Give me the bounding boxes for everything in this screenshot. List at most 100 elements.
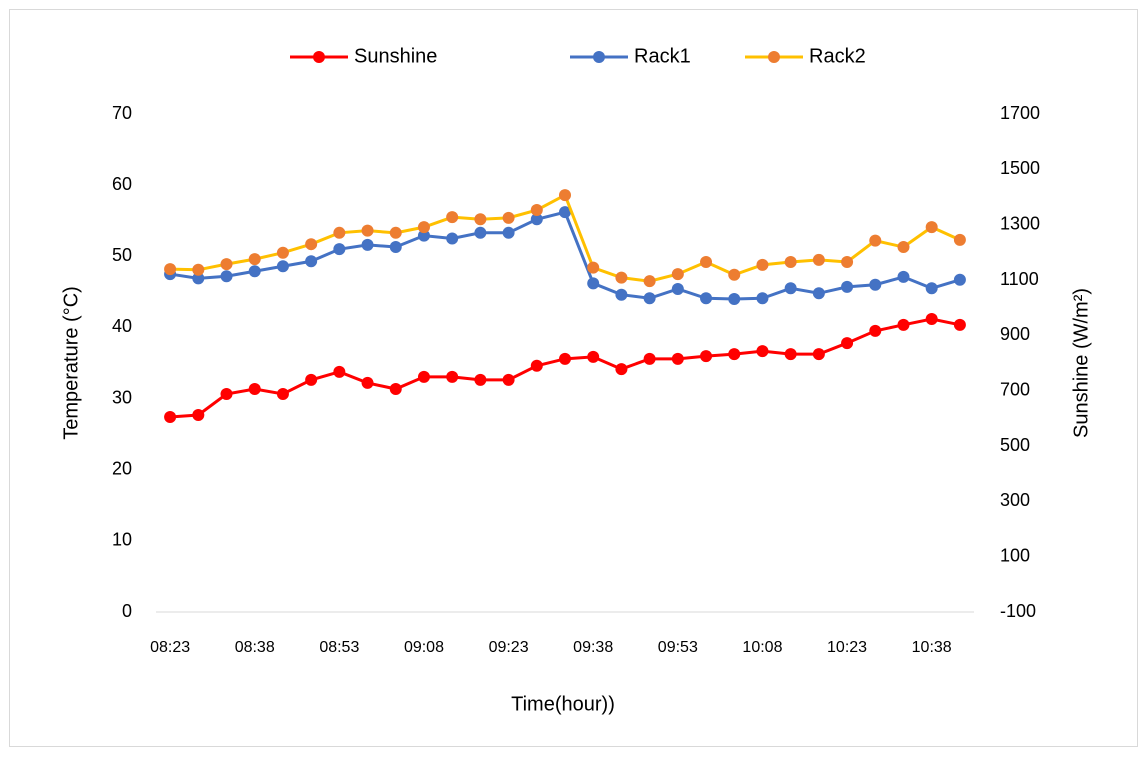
data-point [305, 373, 318, 386]
data-point [530, 213, 543, 226]
data-point [615, 288, 628, 301]
data-point [700, 255, 713, 268]
data-point [559, 206, 571, 219]
data-point [164, 263, 177, 276]
data-point [446, 232, 459, 245]
y2-tick-label: 1100 [1000, 269, 1039, 289]
y2-tick-label: 1300 [1000, 213, 1040, 233]
data-point [361, 224, 374, 237]
data-point [220, 270, 233, 283]
data-point [587, 261, 600, 274]
data-point [502, 211, 515, 224]
y-tick-label: 30 [112, 387, 132, 407]
data-point [502, 226, 515, 239]
data-point [700, 292, 713, 305]
x-tick-label: 10:38 [912, 639, 952, 656]
data-point [333, 365, 346, 378]
data-point [784, 348, 797, 361]
data-point [643, 275, 656, 288]
data-point [220, 258, 233, 271]
data-point [474, 213, 487, 226]
data-point [417, 229, 430, 242]
y2-axis-label: Sunshine (W/m²) [1070, 288, 1092, 438]
data-point [671, 283, 684, 296]
y-tick-label: 20 [112, 458, 132, 478]
data-point [756, 345, 769, 358]
data-point [587, 350, 600, 363]
data-point [276, 246, 289, 259]
data-point [305, 238, 318, 251]
data-point [925, 282, 938, 295]
data-point [389, 383, 402, 396]
y2-tick-label: 700 [1000, 379, 1030, 399]
x-tick-label: 10:23 [827, 639, 867, 656]
y-tick-label: 50 [112, 245, 132, 265]
data-point [812, 287, 825, 300]
data-point [925, 221, 938, 234]
data-point [925, 313, 938, 326]
data-point [897, 241, 910, 254]
y2-tick-label: 500 [1000, 435, 1030, 455]
data-point [474, 226, 487, 239]
y-tick-label: 60 [112, 174, 132, 194]
data-point [615, 363, 628, 376]
x-tick-label: 09:23 [489, 639, 529, 656]
y2-tick-label: 100 [1000, 545, 1030, 565]
data-point [276, 260, 289, 273]
legend-marker [593, 51, 605, 63]
data-point [700, 350, 713, 363]
y-tick-label: 10 [112, 530, 132, 550]
data-point [953, 273, 966, 286]
data-point [333, 226, 346, 239]
legend-label: Sunshine [354, 45, 437, 67]
data-point [643, 352, 656, 365]
chart-frame [9, 9, 1138, 747]
data-point [276, 387, 289, 400]
data-point [812, 348, 825, 361]
data-point [192, 272, 205, 285]
x-axis-label: Time(hour)) [511, 693, 615, 715]
data-point [530, 359, 543, 372]
data-point [417, 370, 430, 383]
data-point [728, 292, 741, 305]
legend-label: Rack1 [634, 45, 691, 67]
data-point [897, 270, 910, 283]
data-point [812, 253, 825, 266]
data-point [361, 376, 374, 389]
data-point [305, 255, 318, 268]
data-point [728, 268, 741, 281]
data-point [474, 373, 487, 386]
data-point [389, 226, 402, 239]
data-point [248, 383, 261, 396]
x-tick-label: 09:38 [573, 639, 613, 656]
data-point [220, 387, 233, 400]
x-tick-label: 10:08 [742, 639, 782, 656]
y2-tick-label: 1500 [1000, 158, 1040, 178]
x-tick-label: 08:23 [150, 639, 190, 656]
legend-label: Rack2 [809, 45, 866, 67]
data-point [446, 370, 459, 383]
data-point [192, 409, 205, 422]
data-point [671, 352, 684, 365]
data-point [756, 292, 769, 305]
data-point [953, 318, 966, 331]
data-point [559, 189, 571, 202]
data-point [869, 234, 882, 247]
y-tick-label: 70 [112, 103, 132, 123]
data-point [248, 265, 261, 278]
data-point [728, 348, 741, 361]
data-point [164, 410, 177, 423]
x-tick-label: 08:53 [319, 639, 359, 656]
data-point [248, 253, 261, 266]
data-point [559, 352, 571, 365]
data-point [192, 263, 205, 276]
data-point [587, 277, 600, 290]
y2-tick-label: 300 [1000, 490, 1030, 510]
data-point [953, 233, 966, 246]
y2-tick-label: -100 [1000, 601, 1036, 621]
data-point [869, 324, 882, 337]
data-point [389, 241, 402, 254]
data-point [841, 255, 854, 268]
data-point [869, 278, 882, 291]
